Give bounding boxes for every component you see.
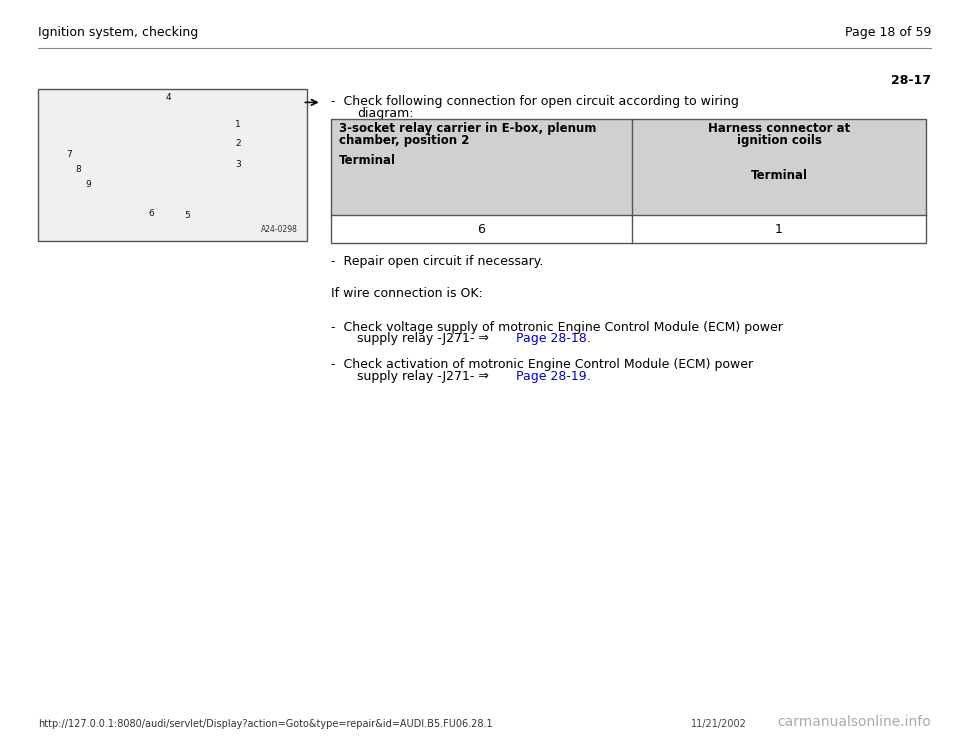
- Text: Page 18 of 59: Page 18 of 59: [845, 26, 931, 39]
- Text: 7: 7: [66, 150, 72, 159]
- Text: 4: 4: [165, 93, 171, 102]
- Text: .: .: [583, 332, 590, 346]
- Bar: [331, 119, 926, 243]
- Text: Ignition system, checking: Ignition system, checking: [38, 26, 199, 39]
- Text: 1: 1: [775, 223, 783, 236]
- Bar: [331, 119, 926, 243]
- Text: 6: 6: [477, 223, 486, 236]
- Text: http://127.0.0.1:8080/audi/servlet/Display?action=Goto&type=repair&id=AUDI.B5.FU: http://127.0.0.1:8080/audi/servlet/Displ…: [38, 719, 493, 729]
- Text: 6: 6: [149, 209, 155, 218]
- Text: 2: 2: [235, 139, 241, 148]
- Text: supply relay -J271- ⇒: supply relay -J271- ⇒: [357, 370, 493, 383]
- Text: ignition coils: ignition coils: [736, 134, 822, 148]
- Text: -  Repair open circuit if necessary.: - Repair open circuit if necessary.: [331, 255, 543, 268]
- Text: Page 28-19: Page 28-19: [516, 370, 587, 383]
- Text: 28-17: 28-17: [891, 74, 931, 88]
- Text: diagram:: diagram:: [357, 107, 414, 120]
- Bar: [38, 89, 307, 241]
- Text: -  Check following connection for open circuit according to wiring: - Check following connection for open ci…: [331, 95, 739, 108]
- Text: 5: 5: [184, 211, 190, 220]
- Text: -  Check activation of motronic Engine Control Module (ECM) power: - Check activation of motronic Engine Co…: [331, 358, 754, 371]
- Text: Terminal: Terminal: [339, 154, 396, 168]
- Text: Page 28-18: Page 28-18: [516, 332, 587, 346]
- Text: 8: 8: [76, 165, 82, 174]
- Bar: [331, 215, 926, 243]
- Text: 9: 9: [85, 180, 91, 188]
- Text: If wire connection is OK:: If wire connection is OK:: [331, 287, 483, 301]
- Text: carmanualsonline.info: carmanualsonline.info: [778, 715, 931, 729]
- Text: 11/21/2002: 11/21/2002: [691, 719, 747, 729]
- Text: A24-0298: A24-0298: [261, 225, 298, 234]
- Text: 1: 1: [235, 120, 241, 129]
- Text: 3: 3: [235, 160, 241, 169]
- Text: Harness connector at: Harness connector at: [708, 122, 851, 135]
- Text: Terminal: Terminal: [751, 169, 807, 183]
- Text: supply relay -J271- ⇒: supply relay -J271- ⇒: [357, 332, 493, 346]
- Text: 3-socket relay carrier in E-box, plenum: 3-socket relay carrier in E-box, plenum: [339, 122, 596, 135]
- Text: -  Check voltage supply of motronic Engine Control Module (ECM) power: - Check voltage supply of motronic Engin…: [331, 321, 783, 334]
- Text: chamber, position 2: chamber, position 2: [339, 134, 469, 148]
- Text: .: .: [583, 370, 590, 383]
